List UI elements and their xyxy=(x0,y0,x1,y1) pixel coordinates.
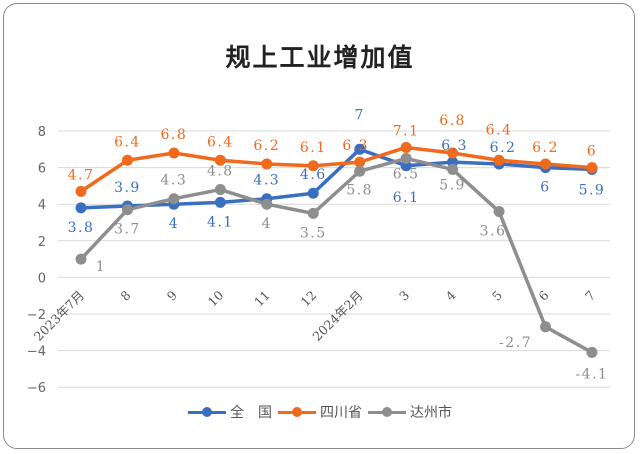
data-label: 6.2 xyxy=(253,138,280,154)
series-line-1 xyxy=(80,145,593,193)
x-tick-label: 11 xyxy=(251,288,273,310)
data-point xyxy=(354,156,366,168)
data-label: 6.3 xyxy=(342,138,369,154)
data-label: 3.8 xyxy=(68,220,95,236)
y-tick-label: 6 xyxy=(38,162,46,177)
data-point xyxy=(75,202,87,214)
data-label: 7.1 xyxy=(393,123,420,139)
x-tick-label: 2024年2月 xyxy=(309,288,365,344)
data-label: 4.8 xyxy=(207,164,234,180)
legend-marker-icon xyxy=(278,406,316,417)
data-point xyxy=(214,196,226,208)
data-point xyxy=(400,141,412,153)
data-label: 6.8 xyxy=(161,127,188,143)
x-tick-label: 10 xyxy=(205,287,227,309)
data-point xyxy=(168,147,180,159)
data-label: 4.6 xyxy=(300,167,327,183)
x-tick-label: 4 xyxy=(442,287,458,303)
y-tick-label: 4 xyxy=(38,198,46,213)
data-label: 6 xyxy=(587,144,597,160)
data-label: 6.4 xyxy=(114,134,141,150)
chart-title: 规上工业增加值 xyxy=(225,43,415,72)
y-tick-label: −4 xyxy=(27,345,46,360)
data-point xyxy=(75,185,87,197)
data-label: 7 xyxy=(354,107,364,123)
y-tick-label: −6 xyxy=(27,381,46,396)
data-label: 6.8 xyxy=(439,113,466,129)
legend-marker-icon xyxy=(368,406,406,417)
y-tick-label: −2 xyxy=(27,308,46,323)
x-tick-label: 8 xyxy=(117,287,133,303)
data-label: 3.6 xyxy=(480,224,507,240)
legend-label: 达州市 xyxy=(410,405,452,421)
data-point xyxy=(400,152,412,164)
x-tick-label: 7 xyxy=(582,287,598,303)
data-point xyxy=(307,187,319,199)
data-label: 5.9 xyxy=(579,182,606,198)
data-label: 4.3 xyxy=(253,173,280,189)
data-label: 6.1 xyxy=(393,190,420,206)
data-point xyxy=(540,321,551,333)
data-label: 6.5 xyxy=(393,166,420,182)
legend-item: 四川省 xyxy=(278,402,362,422)
chart-frame xyxy=(3,3,635,449)
data-point xyxy=(214,154,226,166)
data-label: 4.3 xyxy=(161,173,188,189)
data-point xyxy=(261,158,273,170)
data-label: 4.7 xyxy=(68,167,95,183)
x-tick-label: 5 xyxy=(489,288,505,304)
data-label: 4 xyxy=(169,216,179,232)
series-line-2 xyxy=(79,156,593,354)
data-point xyxy=(168,193,180,205)
data-label: 3.7 xyxy=(114,222,141,238)
legend-label: 全 国 xyxy=(230,405,272,421)
legend-item: 全 国 xyxy=(188,402,272,422)
data-point xyxy=(493,206,505,218)
data-label: 5.8 xyxy=(346,182,373,198)
data-point xyxy=(307,207,319,219)
data-label: -2.7 xyxy=(499,335,532,351)
data-point xyxy=(586,162,598,174)
y-tick-label: 8 xyxy=(38,125,46,140)
data-point xyxy=(75,253,87,265)
data-label: 6.1 xyxy=(300,140,327,156)
data-label: 6.4 xyxy=(486,122,513,138)
data-point xyxy=(261,198,273,210)
x-tick-label: 6 xyxy=(535,287,551,303)
x-tick-label: 12 xyxy=(298,288,320,310)
legend: 全 国 四川省 达州市 xyxy=(0,402,640,422)
legend-label: 四川省 xyxy=(320,405,362,421)
data-label: 4.1 xyxy=(207,214,234,230)
x-tick-label: 3 xyxy=(396,287,412,303)
data-point xyxy=(540,158,551,170)
data-label: 6.2 xyxy=(532,140,559,156)
data-point xyxy=(354,143,366,155)
data-label: 3.5 xyxy=(300,225,327,241)
data-label: 6.4 xyxy=(207,134,234,150)
data-label: 3.9 xyxy=(114,180,141,196)
data-label: 5.9 xyxy=(439,177,466,193)
data-label: 6.3 xyxy=(441,138,468,154)
series-line-0 xyxy=(80,147,593,210)
data-point xyxy=(214,184,226,196)
data-point xyxy=(447,163,459,175)
data-point xyxy=(121,204,133,216)
data-point xyxy=(354,165,366,177)
data-label: 6 xyxy=(540,180,550,196)
data-point xyxy=(447,147,459,159)
y-tick-label: 2 xyxy=(38,235,46,250)
legend-marker-icon xyxy=(188,406,226,417)
data-label: 1 xyxy=(96,259,106,275)
data-label: -4.1 xyxy=(575,366,608,382)
data-point xyxy=(493,154,505,166)
x-tick-label: 9 xyxy=(164,287,180,303)
legend-item: 达州市 xyxy=(368,402,452,422)
data-label: 4 xyxy=(262,216,272,232)
data-point xyxy=(307,160,319,172)
data-label: 6.2 xyxy=(490,140,517,156)
y-tick-label: 0 xyxy=(38,271,46,286)
data-point xyxy=(121,154,133,166)
data-point xyxy=(586,346,598,358)
